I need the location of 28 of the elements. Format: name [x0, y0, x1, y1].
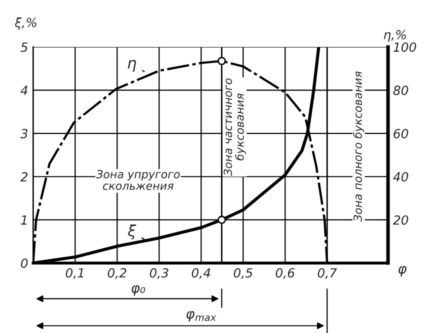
x-tick-label: 0,6: [276, 268, 295, 279]
annotation: η: [128, 60, 136, 72]
x-tick-label: 0,2: [108, 268, 126, 279]
y2-tick-label: 40: [393, 172, 408, 182]
y2-axis-title: η,%: [384, 30, 406, 42]
y2-tick-label: 20: [392, 215, 408, 225]
y-tick-label: 5: [20, 42, 28, 52]
x-tick-label: 0,3: [150, 268, 168, 279]
y-tick-label: 1: [20, 215, 26, 225]
y-tick-label: 2: [20, 172, 28, 182]
y-axis-title: ξ,%: [15, 18, 36, 30]
x-tick-label: 0,4: [192, 268, 210, 279]
text: φ₀: [132, 285, 146, 296]
x-tick-label: 0,5: [234, 268, 252, 279]
y-tick-label: 0: [20, 258, 28, 268]
x-tick-label: 0,1: [66, 268, 84, 279]
x-axis-title: φ: [398, 266, 406, 277]
y-tick-label: 3: [20, 128, 28, 138]
y-tick-label: 4: [20, 86, 28, 95]
annotation: Зона полного буксования: [353, 71, 364, 222]
x-tick-label: 0,7: [318, 268, 337, 279]
annotation: Зона частичного буксования: [224, 78, 246, 176]
annotation: ξ: [128, 224, 136, 240]
annotation: Зона упругого скольжения: [96, 170, 180, 190]
y2-tick-label: 80: [393, 86, 408, 96]
y2-tick-label: 100: [393, 42, 416, 52]
text: φ$_{max}$: [186, 310, 216, 322]
y2-tick-label: 60: [394, 128, 408, 138]
